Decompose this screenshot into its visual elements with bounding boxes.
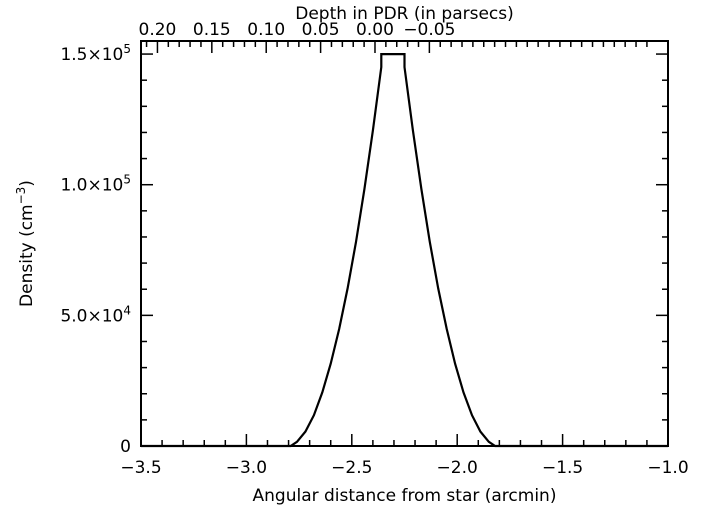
density-curve [141, 53, 668, 448]
plot-frame [140, 40, 669, 447]
top-tick-label: −0.05 [403, 20, 455, 40]
x-axis-label: Angular distance from star (arcmin) [253, 486, 557, 506]
top-axis-label: Depth in PDR (in parsecs) [295, 4, 514, 24]
y-tick-label: 5.0×104 [60, 303, 131, 326]
top-tick-label: 0.00 [356, 20, 394, 40]
y-axis-label: Density (cm−3) [14, 180, 37, 307]
y-axis-label-exponent: −3 [14, 187, 28, 205]
top-tick-label: 0.20 [139, 20, 177, 40]
x-tick-label: −1.5 [542, 458, 583, 478]
top-tick-labels: 0.20 0.15 0.10 0.05 0.00 −0.05 [139, 20, 456, 40]
top-tick-label: 0.05 [302, 20, 340, 40]
x-tick-label: −1.0 [647, 458, 688, 478]
x-tick-label: −3.5 [120, 458, 161, 478]
x-tick-label: −3.0 [226, 458, 267, 478]
y-tick-label: 0 [120, 437, 131, 457]
y-tick-label: 1.5×105 [60, 42, 131, 65]
y-axis-label-close: ) [17, 180, 37, 187]
top-tick-label: 0.15 [193, 20, 231, 40]
x-tick-label: −2.0 [437, 458, 478, 478]
tick-marks [140, 41, 669, 447]
y-tick-labels: 0 5.0×104 1.0×105 1.5×105 [60, 42, 131, 457]
y-tick-label: 1.0×105 [60, 173, 131, 196]
x-tick-labels: −3.5 −3.0 −2.5 −2.0 −1.5 −1.0 [120, 458, 688, 478]
top-tick-label: 0.10 [247, 20, 285, 40]
x-tick-label: −2.5 [331, 458, 372, 478]
y-axis-label-main: Density (cm [17, 204, 37, 307]
